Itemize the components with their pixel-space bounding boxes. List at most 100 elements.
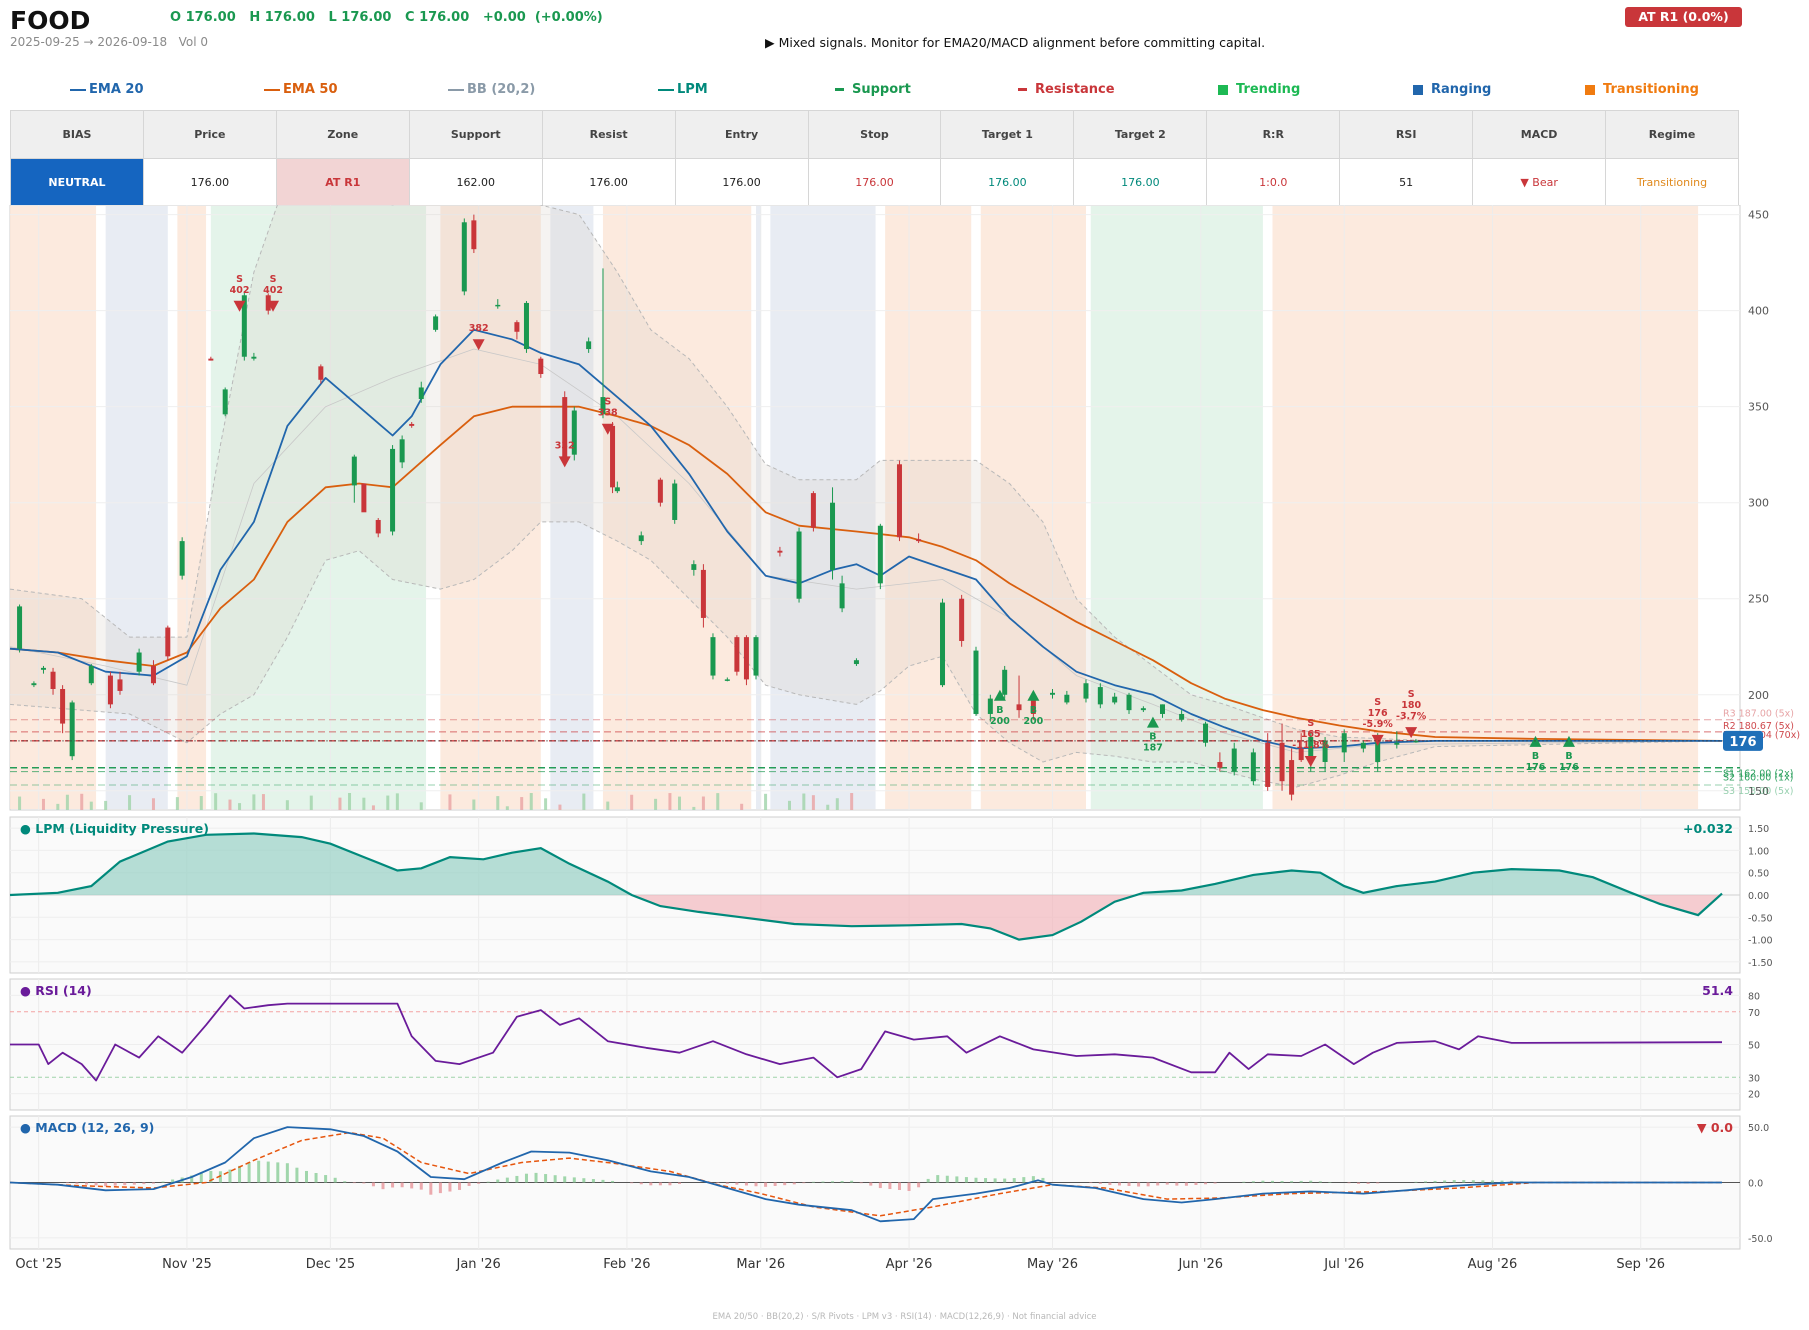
macd-histogram-bar	[1251, 1181, 1255, 1183]
candle-body	[853, 660, 859, 665]
macd-histogram-bar	[831, 1181, 835, 1183]
summary-value-macd: ▼ Bear	[1472, 158, 1607, 207]
macd-histogram-bar	[1452, 1180, 1456, 1183]
sell-signal-label: 338	[598, 408, 618, 419]
summary-header-r-r: R:R	[1206, 110, 1341, 159]
macd-histogram-bar	[716, 1182, 720, 1184]
macd-histogram-bar	[515, 1175, 519, 1183]
candle-body	[361, 483, 367, 513]
macd-histogram-bar	[314, 1173, 318, 1183]
sell-signal-marker	[1304, 755, 1317, 767]
regime-band-transition	[10, 206, 97, 809]
buy-signal-marker	[1027, 689, 1040, 701]
summary-value-resist: 176.00	[541, 158, 676, 207]
last-price-badge	[1723, 730, 1763, 751]
candle-body	[1360, 742, 1366, 749]
candle-body	[1064, 694, 1070, 703]
legend-label: LPM	[677, 82, 708, 97]
macd-histogram-bar	[247, 1162, 251, 1183]
volume-bar	[701, 796, 705, 810]
macd-y-tick: 0.0	[1748, 1179, 1763, 1190]
macd-histogram-bar	[1165, 1182, 1169, 1185]
legend-item-lpm: LPM	[658, 82, 708, 97]
macd-histogram-bar	[1127, 1182, 1131, 1186]
legend-label: Transitioning	[1603, 82, 1699, 97]
macd-histogram-bar	[974, 1177, 978, 1183]
candle-body	[1159, 704, 1165, 714]
volume-bar	[151, 798, 155, 810]
level-label-support: S3 153.00 (5x)	[1723, 786, 1793, 797]
volume-bar	[386, 795, 390, 810]
candle-body	[179, 541, 185, 576]
candle-body	[165, 627, 171, 657]
candle-body	[973, 650, 979, 714]
macd-histogram-bar	[1270, 1180, 1274, 1183]
candle-body	[1298, 748, 1304, 761]
macd-histogram-bar	[1490, 1180, 1494, 1183]
sell-signal-label: S	[1374, 697, 1381, 708]
summary-value-r-r: 1:0.0	[1206, 158, 1341, 207]
lpm-y-tick: -0.50	[1748, 913, 1773, 924]
legend-swatch	[1413, 84, 1423, 95]
macd-histogram-bar	[945, 1175, 949, 1183]
bb-mid-line	[9, 348, 1723, 753]
summary-value-rsi: 51	[1339, 158, 1474, 207]
macd-histogram-bar	[190, 1175, 194, 1183]
candle-body	[743, 637, 749, 680]
lpm-y-tick: 1.50	[1748, 824, 1769, 835]
candle-body	[69, 702, 75, 757]
macd-histogram-bar	[276, 1162, 280, 1183]
volume-bar	[802, 793, 806, 810]
lpm-title: ● LPM (Liquidity Pressure)	[20, 821, 209, 836]
macd-histogram-bar	[611, 1180, 615, 1183]
x-tick-label: Sep '26	[1616, 1257, 1665, 1272]
sell-signal-marker	[267, 300, 280, 312]
footer-note: EMA 20/50 · BB(20,2) · S/R Pivots · LPM …	[712, 1312, 1097, 1322]
lpm-line	[9, 832, 1723, 941]
volume-bar	[18, 796, 22, 810]
x-tick-label: Feb '26	[603, 1257, 650, 1272]
candle-body	[1413, 740, 1419, 743]
lpm-negative-area	[10, 895, 1722, 940]
summary-header-bias: BIAS	[10, 110, 144, 159]
macd-histogram-bar	[744, 1182, 748, 1186]
macd-histogram-bar	[1376, 1182, 1380, 1184]
macd-histogram-bar	[524, 1173, 528, 1183]
buy-signal-marker	[1146, 716, 1159, 728]
legend-swatch	[1218, 84, 1228, 95]
macd-histogram-bar	[926, 1178, 930, 1183]
macd-histogram-bar	[458, 1182, 462, 1190]
candle-body	[1250, 752, 1256, 782]
summary-header-regime: Regime	[1605, 110, 1739, 159]
rsi-y-tick: 70	[1748, 1008, 1760, 1019]
candle-body	[461, 222, 467, 292]
macd-histogram-bar	[955, 1176, 959, 1183]
legend-swatch	[70, 88, 86, 91]
macd-histogram-bar	[391, 1182, 395, 1188]
macd-histogram-bar	[1500, 1180, 1504, 1183]
summary-value-row: NEUTRAL 176.00 AT R1 162.00 176.00 176.00 176.…	[10, 158, 1739, 207]
lpm-y-tick: -1.00	[1748, 936, 1773, 947]
candle-body	[1289, 760, 1295, 795]
summary-value-bias: NEUTRAL	[10, 158, 144, 207]
macd-title: ● MACD (12, 26, 9)	[20, 1120, 154, 1135]
macd-histogram-bar	[85, 1182, 89, 1185]
macd-histogram-bar	[142, 1182, 146, 1185]
macd-histogram-bar	[840, 1181, 844, 1183]
candle-body	[40, 667, 46, 670]
candle-body	[433, 316, 439, 330]
lpm-y-tick: 0.50	[1748, 869, 1769, 880]
candle-body	[17, 606, 23, 649]
sell-signal-label: 402	[230, 285, 250, 296]
macd-histogram-bar	[878, 1182, 882, 1189]
macd-histogram-bar	[343, 1181, 347, 1183]
candle-body	[1050, 692, 1056, 695]
candle-body	[1126, 694, 1132, 711]
price-chart[interactable]: Oct '25 Nov '25 Dec '25 Jan '26 Feb '26 Mar '…	[0, 205, 1809, 1310]
signal-message: ▶ Mixed signals. Monitor for EMA20/MACD …	[765, 35, 1266, 50]
summary-value-entry: 176.00	[674, 158, 809, 207]
legend-label: Trending	[1236, 82, 1301, 97]
macd-histogram-bar	[802, 1182, 806, 1184]
candle-body	[241, 295, 247, 357]
macd-histogram-bar	[218, 1171, 222, 1183]
